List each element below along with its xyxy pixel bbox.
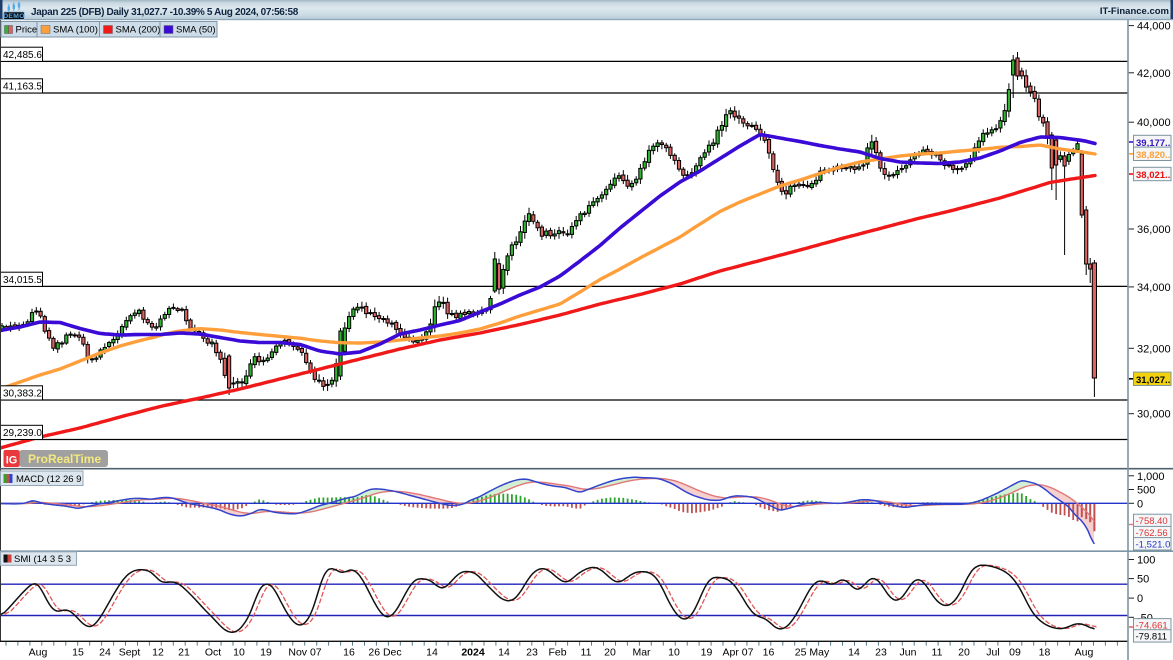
svg-text:2024: 2024 (461, 647, 485, 659)
svg-text:Aug: Aug (1075, 647, 1094, 659)
svg-text:100: 100 (1137, 555, 1155, 567)
svg-text:39,177..: 39,177.. (1136, 138, 1170, 149)
svg-text:10: 10 (668, 647, 680, 659)
svg-text:20: 20 (958, 647, 970, 659)
svg-text:14: 14 (848, 647, 860, 659)
svg-text:23: 23 (526, 647, 538, 659)
svg-text:Aug: Aug (29, 647, 48, 659)
svg-text:11: 11 (932, 647, 943, 659)
svg-text:10: 10 (233, 647, 245, 659)
svg-text:32,000: 32,000 (1137, 343, 1171, 355)
svg-text:Jun: Jun (900, 647, 917, 659)
svg-text:MACD (12 26 9: MACD (12 26 9 (16, 474, 81, 485)
svg-text:29,239.0: 29,239.0 (3, 428, 42, 439)
svg-text:34,015.5: 34,015.5 (3, 275, 42, 286)
svg-text:14: 14 (498, 647, 510, 659)
svg-text:Jul: Jul (986, 647, 999, 659)
svg-text:500: 500 (1137, 485, 1155, 497)
svg-text:09: 09 (1009, 647, 1021, 659)
svg-text:Feb: Feb (548, 647, 566, 659)
svg-text:44,000: 44,000 (1137, 21, 1171, 33)
svg-text:Oct: Oct (205, 647, 221, 659)
svg-text:30,000: 30,000 (1137, 409, 1171, 421)
svg-text:19: 19 (260, 647, 272, 659)
svg-text:34,000: 34,000 (1137, 282, 1171, 294)
svg-text:21: 21 (178, 647, 190, 659)
svg-text:14: 14 (426, 647, 438, 659)
svg-text:DEMO: DEMO (3, 13, 25, 20)
svg-text:-1,521.0: -1,521.0 (1136, 539, 1171, 550)
svg-text:-74.661: -74.661 (1136, 620, 1168, 631)
svg-text:42,000: 42,000 (1137, 68, 1171, 80)
svg-text:0: 0 (1137, 593, 1143, 605)
svg-text:24: 24 (99, 647, 111, 659)
svg-text:38,021..: 38,021.. (1136, 170, 1170, 181)
svg-text:20: 20 (604, 647, 616, 659)
svg-text:40,000: 40,000 (1137, 117, 1171, 129)
svg-text:16: 16 (343, 647, 355, 659)
svg-text:-758.40: -758.40 (1136, 516, 1168, 527)
svg-text:26 Dec: 26 Dec (368, 647, 401, 659)
svg-text:38,820..: 38,820.. (1136, 150, 1170, 161)
svg-text:0: 0 (1137, 498, 1143, 510)
svg-text:Price: Price (16, 25, 38, 36)
svg-text:ProRealTime: ProRealTime (28, 452, 101, 466)
svg-text:50: 50 (1137, 574, 1149, 586)
svg-text:31,027..: 31,027.. (1136, 375, 1170, 386)
svg-text:Apr 07: Apr 07 (723, 647, 754, 659)
svg-text:SMI (14 3 5 3: SMI (14 3 5 3 (14, 554, 71, 565)
svg-text:36,000: 36,000 (1137, 224, 1171, 236)
svg-text:Mar: Mar (632, 647, 651, 659)
svg-text:42,485.6: 42,485.6 (3, 50, 42, 61)
svg-text:Sept: Sept (119, 647, 141, 659)
svg-text:SMA (200): SMA (200) (116, 25, 161, 36)
svg-text:Nov 07: Nov 07 (288, 647, 321, 659)
svg-text:15: 15 (72, 647, 84, 659)
svg-text:-79.811: -79.811 (1136, 631, 1168, 642)
svg-text:19: 19 (701, 647, 713, 659)
svg-text:18: 18 (1039, 647, 1051, 659)
svg-text:SMA (50): SMA (50) (176, 25, 216, 36)
svg-text:1,000: 1,000 (1137, 471, 1165, 483)
svg-text:SMA (100): SMA (100) (53, 25, 98, 36)
svg-text:IG: IG (6, 455, 18, 467)
svg-text:41,163.5: 41,163.5 (3, 81, 42, 92)
svg-text:IT-Finance.com: IT-Finance.com (1100, 6, 1169, 17)
svg-text:-762.56: -762.56 (1136, 528, 1168, 539)
svg-text:23: 23 (875, 647, 887, 659)
svg-text:Japan 225 (DFB) Daily 31,027.7: Japan 225 (DFB) Daily 31,027.7 -10.39% 5… (31, 7, 299, 18)
svg-text:30,383.2: 30,383.2 (3, 388, 42, 399)
svg-text:25 May: 25 May (795, 647, 830, 659)
svg-text:12: 12 (152, 647, 164, 659)
svg-text:16: 16 (763, 647, 775, 659)
svg-text:11: 11 (581, 647, 592, 659)
